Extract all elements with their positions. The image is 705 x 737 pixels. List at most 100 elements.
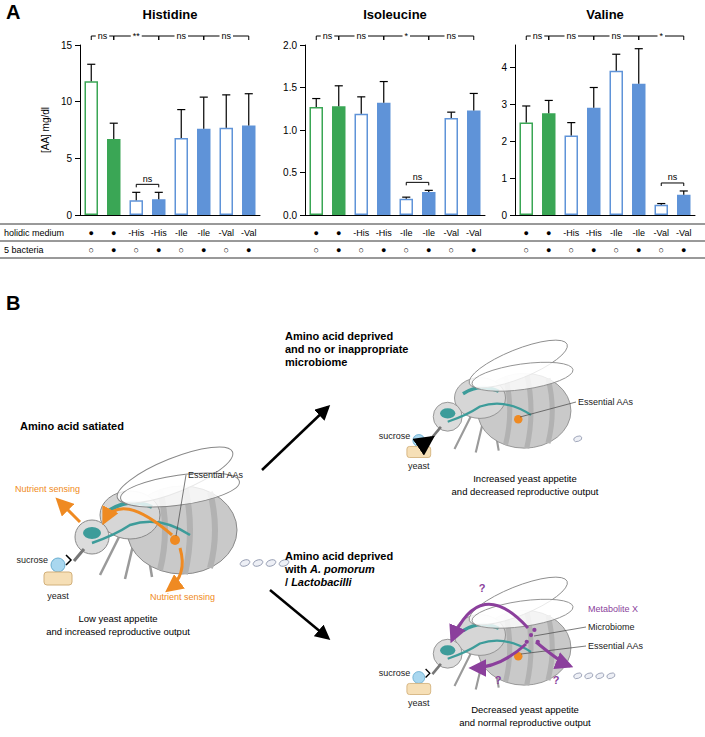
- svg-text:Decreased yeast appetite: Decreased yeast appetite: [471, 704, 579, 715]
- svg-text:and normal reproductive output: and normal reproductive output: [459, 717, 591, 728]
- svg-text:-Val: -Val: [444, 228, 459, 238]
- svg-text:○: ○: [179, 245, 184, 255]
- svg-text:yeast: yeast: [408, 461, 430, 471]
- svg-text:Valine: Valine: [586, 7, 624, 22]
- svg-text:ns: ns: [611, 31, 621, 41]
- svg-text:-His: -His: [376, 228, 392, 238]
- svg-text:ns: ns: [323, 31, 333, 41]
- svg-text:●: ●: [156, 245, 161, 255]
- svg-text:yeast: yeast: [408, 698, 430, 708]
- svg-text:Essential AAs: Essential AAs: [188, 470, 244, 480]
- svg-text:ns: ns: [566, 31, 576, 41]
- svg-text:●: ●: [426, 245, 431, 255]
- svg-text:ns: ns: [413, 172, 423, 182]
- svg-text:-Val: -Val: [676, 228, 691, 238]
- svg-text:?: ?: [553, 674, 560, 686]
- svg-text:-Ile: -Ile: [610, 228, 623, 238]
- svg-text:with A. pomorum: with A. pomorum: [284, 563, 375, 575]
- svg-text:Amino acid deprived: Amino acid deprived: [285, 550, 393, 562]
- svg-text:○: ○: [314, 245, 319, 255]
- svg-text:sucrose: sucrose: [379, 668, 411, 678]
- svg-text:○: ○: [359, 245, 364, 255]
- svg-text:○: ○: [404, 245, 409, 255]
- svg-text:Increased yeast appetite: Increased yeast appetite: [473, 473, 577, 484]
- svg-text:[AA] mg/dl: [AA] mg/dl: [40, 107, 51, 153]
- svg-text:Nutrient sensing: Nutrient sensing: [15, 484, 80, 494]
- svg-text:Essential AAs: Essential AAs: [588, 641, 644, 651]
- svg-text:5 bacteria: 5 bacteria: [4, 245, 44, 255]
- svg-text:10: 10: [61, 96, 73, 107]
- svg-text:ns: ns: [356, 31, 366, 41]
- svg-text:ns: ns: [446, 31, 456, 41]
- svg-text:**: **: [133, 31, 141, 41]
- svg-text:ns: ns: [143, 174, 153, 184]
- svg-text:○: ○: [569, 245, 574, 255]
- svg-text:yeast: yeast: [47, 591, 69, 601]
- svg-text:5: 5: [66, 153, 72, 164]
- svg-text:○: ○: [134, 245, 139, 255]
- svg-text:●: ●: [336, 245, 341, 255]
- svg-text:●: ●: [111, 245, 116, 255]
- svg-text:ns: ns: [98, 31, 108, 41]
- svg-text:?: ?: [495, 674, 502, 686]
- svg-text:Essential AAs: Essential AAs: [578, 397, 634, 407]
- svg-text:Microbiome: Microbiome: [588, 622, 635, 632]
- svg-text:○: ○: [224, 245, 229, 255]
- svg-text:1.5: 1.5: [283, 82, 297, 93]
- svg-text:○: ○: [524, 245, 529, 255]
- svg-text:-His: -His: [128, 228, 144, 238]
- svg-text:/ Lactobacilli: / Lactobacilli: [285, 576, 353, 588]
- svg-text:-Ile: -Ile: [400, 228, 413, 238]
- svg-text:-Val: -Val: [654, 228, 669, 238]
- svg-text:Low yeast appetite: Low yeast appetite: [78, 613, 157, 624]
- svg-text:●: ●: [381, 245, 386, 255]
- svg-text:●: ●: [471, 245, 476, 255]
- svg-text:3: 3: [501, 99, 507, 110]
- svg-text:●: ●: [111, 228, 116, 238]
- svg-text:B: B: [6, 292, 20, 314]
- svg-text:●: ●: [636, 245, 641, 255]
- svg-text:○: ○: [614, 245, 619, 255]
- svg-text:Metabolite X: Metabolite X: [588, 604, 638, 614]
- svg-text:0: 0: [66, 210, 72, 221]
- svg-text:Histidine: Histidine: [143, 7, 198, 22]
- svg-text:●: ●: [591, 245, 596, 255]
- svg-text:●: ●: [89, 228, 94, 238]
- svg-text:-His: -His: [151, 228, 167, 238]
- svg-text:●: ●: [681, 245, 686, 255]
- svg-text:?: ?: [479, 582, 486, 594]
- svg-text:4: 4: [501, 62, 507, 73]
- svg-text:ns: ns: [176, 31, 186, 41]
- svg-text:●: ●: [201, 245, 206, 255]
- svg-text:●: ●: [546, 245, 551, 255]
- svg-text:Amino acid satiated: Amino acid satiated: [20, 420, 124, 432]
- svg-text:2: 2: [501, 136, 507, 147]
- svg-text:sucrose: sucrose: [16, 555, 48, 565]
- svg-text:Isoleucine: Isoleucine: [363, 7, 427, 22]
- svg-text:*: *: [659, 31, 663, 41]
- svg-text:sucrose: sucrose: [379, 431, 411, 441]
- svg-text:0: 0: [501, 210, 507, 221]
- svg-text:○: ○: [659, 245, 664, 255]
- svg-text:●: ●: [336, 228, 341, 238]
- svg-text:ns: ns: [668, 172, 678, 182]
- svg-text:-Val: -Val: [219, 228, 234, 238]
- svg-text:●: ●: [546, 228, 551, 238]
- svg-text:○: ○: [89, 245, 94, 255]
- svg-text:ns: ns: [533, 31, 543, 41]
- svg-text:-His: -His: [586, 228, 602, 238]
- svg-text:and no or inappropriate: and no or inappropriate: [285, 343, 408, 355]
- svg-text:holidic medium: holidic medium: [4, 228, 64, 238]
- svg-text:0.5: 0.5: [283, 167, 297, 178]
- svg-text:0.0: 0.0: [283, 210, 297, 221]
- svg-text:and decreased reproductive out: and decreased reproductive output: [452, 486, 599, 497]
- svg-text:Nutrient sensing: Nutrient sensing: [150, 592, 215, 602]
- svg-text:*: *: [404, 31, 408, 41]
- svg-text:●: ●: [314, 228, 319, 238]
- svg-text:○: ○: [449, 245, 454, 255]
- svg-text:-His: -His: [353, 228, 369, 238]
- svg-text:15: 15: [61, 40, 73, 51]
- svg-text:-Val: -Val: [241, 228, 256, 238]
- svg-text:-Ile: -Ile: [175, 228, 188, 238]
- svg-text:-Val: -Val: [466, 228, 481, 238]
